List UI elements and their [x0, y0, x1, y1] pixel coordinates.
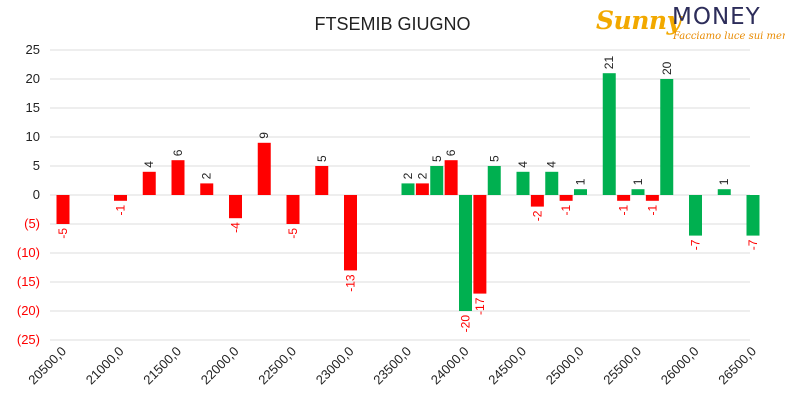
bar [459, 195, 472, 311]
bar [56, 195, 70, 224]
bar [315, 166, 329, 195]
y-tick-label: 10 [26, 129, 40, 144]
bar [660, 79, 674, 195]
bar [401, 183, 415, 195]
bar [530, 195, 544, 207]
y-tick-label: 5 [33, 158, 40, 173]
data-label: 2 [200, 172, 214, 179]
data-label: -5 [56, 228, 70, 239]
bar [430, 166, 444, 195]
data-label: 2 [401, 172, 415, 179]
x-tick-label: 24500,0 [485, 344, 529, 388]
data-labels: -5 -1 4 6 2 -4 9 -5 5 -13 2 6 -17 -2 -1 -1 -1 2 5 -20 5 4 4 1 21… [56, 56, 760, 333]
y-tick-label: 0 [33, 187, 40, 202]
y-tick-label: (25) [17, 332, 40, 347]
bar [516, 171, 530, 195]
bars [56, 73, 760, 311]
bar [717, 189, 731, 195]
data-label: -5 [286, 228, 300, 239]
y-tick-label: 20 [26, 71, 40, 86]
data-label: 9 [257, 132, 271, 139]
data-label: -1 [114, 204, 128, 215]
x-tick-label: 25500,0 [600, 344, 644, 388]
bar [344, 195, 357, 271]
x-tick-label: 21500,0 [140, 344, 184, 388]
data-label: -2 [530, 210, 544, 221]
bar [473, 195, 487, 294]
y-tick-label: 15 [26, 100, 40, 115]
x-tick-label: 21000,0 [83, 344, 127, 388]
data-label: -1 [645, 204, 659, 215]
x-tick-label: 26500,0 [715, 344, 759, 388]
bar [617, 195, 631, 201]
y-tick-label: (5) [24, 216, 40, 231]
x-tick-label: 26000,0 [658, 344, 702, 388]
x-tick-label: 20500,0 [25, 344, 69, 388]
x-tick-label: 23000,0 [313, 344, 357, 388]
chart-title: FTSEMIB GIUGNO [314, 14, 471, 34]
bar [229, 195, 242, 219]
x-tick-label: 24000,0 [428, 344, 472, 388]
data-label: 21 [602, 56, 616, 70]
y-axis-ticks: 25 20 15 10 5 0 (5) (10) (15) (20) (25) [17, 42, 40, 347]
bar [689, 195, 702, 236]
data-label: 5 [487, 155, 501, 162]
sunny-money-logo: Sunny MONEY Facciamo luce sui mercati [596, 4, 785, 44]
x-tick-label: 23500,0 [370, 344, 414, 388]
data-label: 20 [660, 61, 674, 75]
x-axis-ticks: 20500,0 21000,0 21500,0 22000,0 22500,0 23000… [25, 344, 759, 388]
data-label: 1 [717, 178, 731, 185]
data-label: 5 [315, 155, 329, 162]
x-tick-label: 22500,0 [255, 344, 299, 388]
bar [257, 142, 271, 195]
data-label: 2 [415, 172, 429, 179]
bar [171, 160, 185, 195]
x-tick-label: 25000,0 [543, 344, 587, 388]
bar [415, 183, 429, 195]
bar [200, 183, 214, 195]
bar [559, 195, 573, 201]
data-label: 6 [171, 149, 185, 156]
bar [114, 195, 127, 201]
data-label: 5 [430, 155, 444, 162]
data-label: -13 [344, 274, 358, 292]
data-label: -20 [459, 315, 473, 333]
data-label: 6 [444, 149, 458, 156]
data-label: -1 [559, 204, 573, 215]
bar [746, 195, 760, 236]
data-label: 4 [142, 161, 156, 168]
bar [444, 160, 458, 195]
bar [487, 166, 501, 195]
y-tick-label: 25 [26, 42, 40, 57]
logo-money-text: MONEY [672, 4, 761, 30]
data-label: 4 [545, 161, 559, 168]
logo-tagline: Facciamo luce sui mercati [673, 31, 785, 42]
bar [286, 195, 300, 224]
y-tick-label: (15) [17, 274, 40, 289]
x-tick-label: 22000,0 [198, 344, 242, 388]
data-label: 1 [631, 178, 645, 185]
data-label: 4 [516, 161, 530, 168]
bar [545, 171, 559, 195]
data-label: 1 [574, 178, 588, 185]
y-tick-label: (20) [17, 303, 40, 318]
bar [574, 189, 587, 195]
bar [645, 195, 659, 201]
bar [602, 73, 616, 195]
data-label: -17 [473, 297, 487, 315]
data-label: -1 [617, 204, 631, 215]
y-tick-label: (10) [17, 245, 40, 260]
logo-sunny-text: Sunny [596, 6, 681, 35]
data-label: -4 [229, 222, 243, 233]
bar [631, 189, 645, 195]
data-label: -7 [746, 239, 760, 250]
bar [142, 171, 156, 195]
data-label: -7 [689, 239, 703, 250]
